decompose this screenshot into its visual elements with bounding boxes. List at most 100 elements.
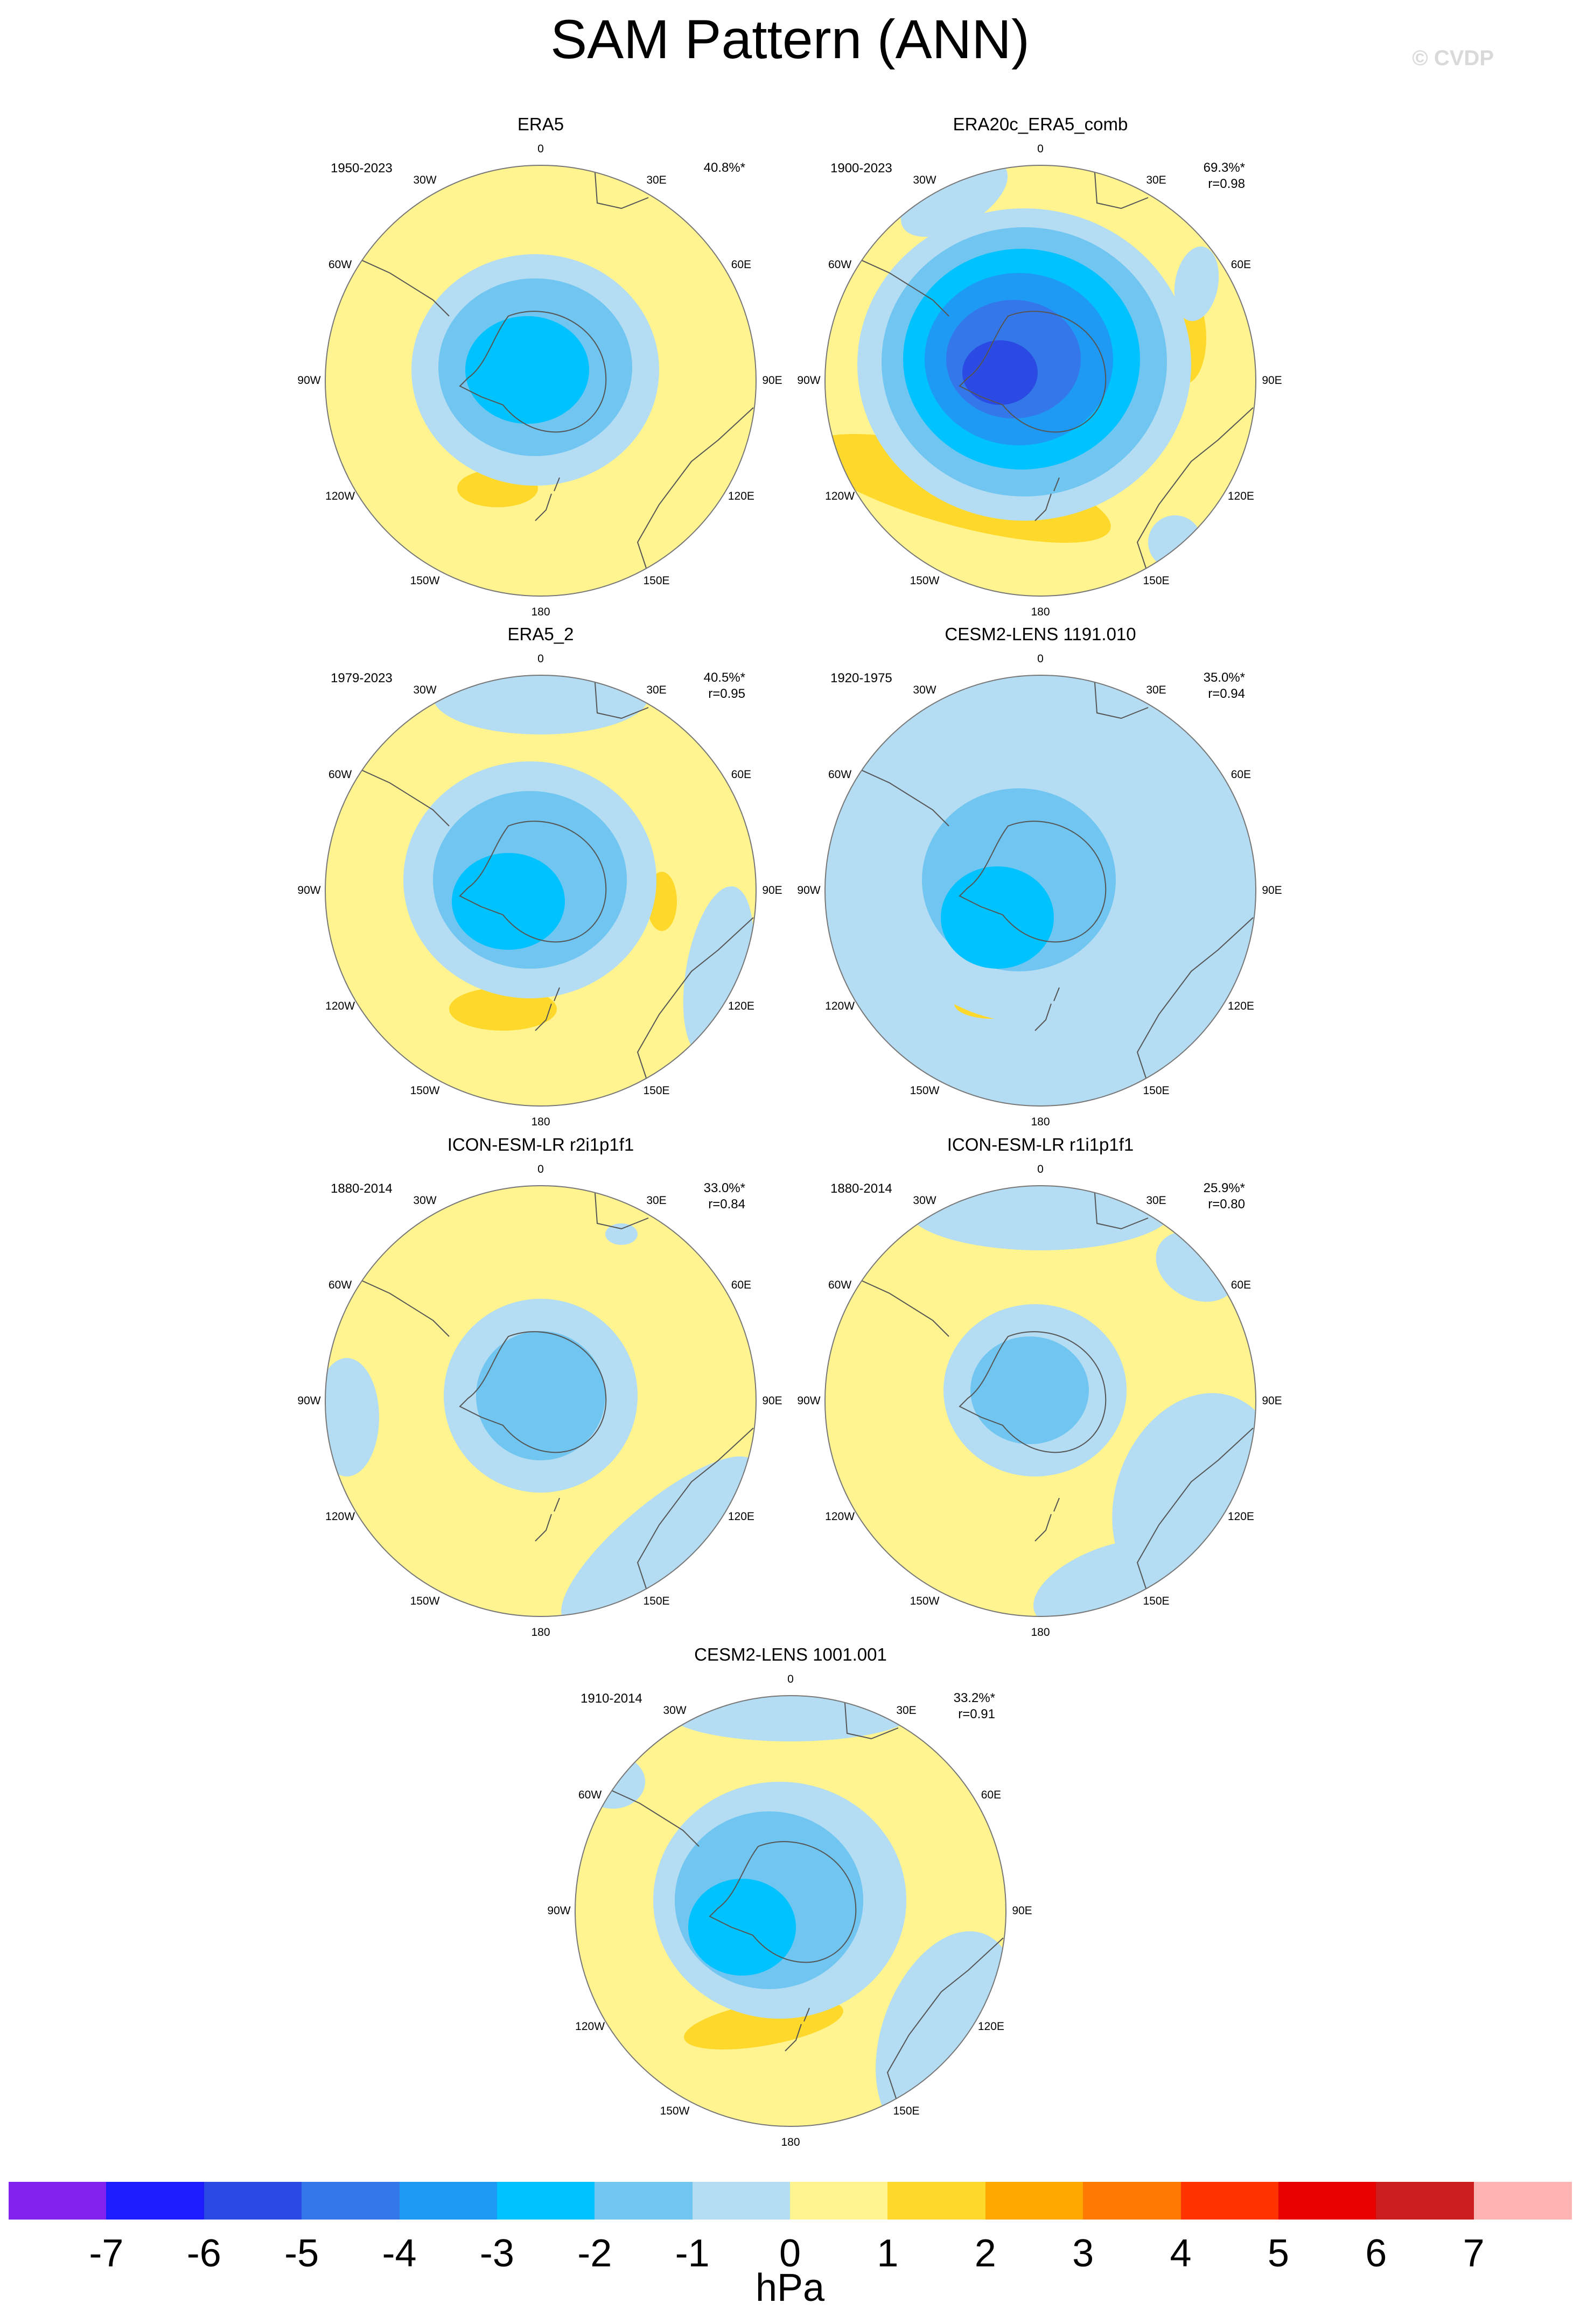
explained-variance: 35.0%*	[1203, 670, 1245, 685]
colorbar-segment	[692, 2182, 791, 2220]
longitude-label: 120W	[325, 490, 355, 502]
longitude-label: 0	[1037, 1163, 1044, 1175]
longitude-label: 30W	[413, 683, 437, 696]
longitude-label: 0	[537, 653, 544, 665]
longitude-label: 120E	[728, 490, 754, 502]
longitude-label: 30E	[1146, 173, 1166, 186]
polar-map	[824, 165, 1256, 597]
panel-statistics: 33.0%* r=0.84	[704, 1180, 745, 1213]
figure-title: SAM Pattern (ANN)	[550, 9, 1030, 70]
map-panel: ERA5 1950-2023 40.8%* 0 30E 60E 90E 120E 150E 180…	[271, 90, 810, 628]
contour-anomaly-region	[605, 1223, 638, 1245]
antarctica-coastline	[959, 821, 1107, 943]
longitude-label: 60W	[828, 768, 852, 781]
contour-level	[962, 340, 1038, 405]
longitude-label: 60E	[731, 1279, 752, 1291]
longitude-label: 150W	[910, 1084, 940, 1097]
longitude-label: 120E	[1227, 1000, 1254, 1012]
explained-variance: 40.5%*	[703, 670, 745, 685]
longitude-label: 120E	[728, 1510, 754, 1523]
pattern-correlation: r=0.80	[1208, 1197, 1245, 1212]
longitude-label: 120W	[575, 2020, 605, 2033]
longitude-label: 30E	[1146, 1194, 1166, 1207]
explained-variance: 25.9%*	[1203, 1181, 1245, 1195]
longitude-label: 90W	[297, 1395, 321, 1407]
panel-year-range: 1910-2014	[581, 1691, 642, 1706]
longitude-label: 90W	[547, 1905, 571, 1917]
panel-statistics: 40.5%* r=0.95	[704, 670, 745, 702]
colorbar-segment	[595, 2182, 693, 2220]
pattern-correlation: r=0.94	[1208, 687, 1245, 701]
map-boundary	[575, 1695, 1006, 2127]
longitude-label: 90W	[797, 884, 821, 897]
australia-coastline	[637, 1427, 754, 1595]
new-zealand-coastline	[1034, 987, 1060, 1031]
contour-anomaly-region	[900, 165, 1008, 237]
longitude-label: 150E	[643, 575, 670, 587]
longitude-label: 180	[531, 606, 550, 618]
longitude-label: 90W	[797, 374, 821, 387]
longitude-label: 30W	[913, 683, 936, 696]
contour-level	[970, 1336, 1089, 1444]
colorbar-segment	[399, 2182, 498, 2220]
new-zealand-coastline	[1034, 477, 1060, 521]
panel-title: ERA5_2	[507, 624, 574, 644]
longitude-label: 150W	[910, 1595, 940, 1608]
australia-coastline	[886, 1937, 1004, 2105]
longitude-label: 120W	[325, 1510, 355, 1523]
longitude-label: 150W	[410, 575, 440, 587]
longitude-label: 0	[1037, 143, 1044, 155]
colorbar-tick-label: -5	[284, 2232, 319, 2275]
longitude-label: 150E	[643, 1084, 670, 1097]
longitude-label: 0	[537, 143, 544, 155]
longitude-label: 90E	[1262, 374, 1282, 387]
panel-year-range: 1880-2014	[331, 1181, 393, 1196]
polar-map	[325, 165, 757, 597]
map-panel: CESM2-LENS 1191.010 1920-1975 35.0%* r=0.94…	[771, 600, 1310, 1138]
colorbar-tick-label: 6	[1365, 2232, 1387, 2275]
longitude-label: 90W	[797, 1395, 821, 1407]
colorbar-tick-label: 2	[974, 2232, 996, 2275]
longitude-label: 90E	[1262, 1395, 1282, 1407]
longitude-label: 60E	[981, 1789, 1002, 1801]
map-panel: CESM2-LENS 1001.001 1910-2014 33.2%* r=0.91…	[521, 1620, 1060, 2159]
africa-coastline	[594, 1186, 649, 1230]
map-boundary	[325, 1185, 757, 1617]
longitude-label: 150W	[410, 1084, 440, 1097]
longitude-label: 30E	[646, 683, 667, 696]
colorbar: -7 -6 -5 -4 -3 -2 -1 0 1 2 3 4 5 6 7	[9, 2182, 1572, 2290]
pattern-correlation: r=0.84	[708, 1197, 745, 1212]
colorbar-segment	[302, 2182, 400, 2220]
colorbar-segment	[9, 2182, 107, 2220]
colorbar-tick-label: 1	[877, 2232, 899, 2275]
panel-year-range: 1880-2014	[830, 1181, 892, 1196]
antarctica-coastline	[959, 311, 1107, 433]
explained-variance: 33.2%*	[953, 1691, 995, 1705]
antarctica-coastline	[709, 1841, 857, 1963]
colorbar-tick-label: 7	[1463, 2232, 1485, 2275]
map-boundary	[824, 165, 1256, 597]
longitude-label: 30W	[913, 173, 936, 186]
longitude-label: 90E	[1012, 1905, 1032, 1917]
explained-variance: 69.3%*	[1203, 160, 1245, 175]
longitude-label: 150E	[1143, 575, 1170, 587]
longitude-label: 150E	[1143, 1084, 1170, 1097]
colorbar-segment	[1180, 2182, 1279, 2220]
longitude-label: 120E	[977, 2020, 1004, 2033]
australia-coastline	[1136, 407, 1254, 575]
longitude-label: 180	[531, 1626, 550, 1639]
longitude-label: 30W	[413, 173, 437, 186]
longitude-label: 180	[1031, 1116, 1050, 1128]
map-boundary	[325, 165, 757, 597]
contour-anomaly-region	[1148, 515, 1202, 569]
longitude-label: 120E	[728, 1000, 754, 1012]
contour-level	[465, 316, 589, 424]
contour-level	[688, 1879, 796, 1976]
longitude-label: 0	[537, 1163, 544, 1175]
polar-map	[325, 675, 757, 1107]
longitude-label: 120W	[825, 490, 855, 502]
new-zealand-coastline	[535, 1497, 560, 1542]
longitude-label: 120W	[325, 1000, 355, 1012]
longitude-label: 60W	[328, 768, 352, 781]
contour-anomaly-region	[667, 1696, 914, 1741]
